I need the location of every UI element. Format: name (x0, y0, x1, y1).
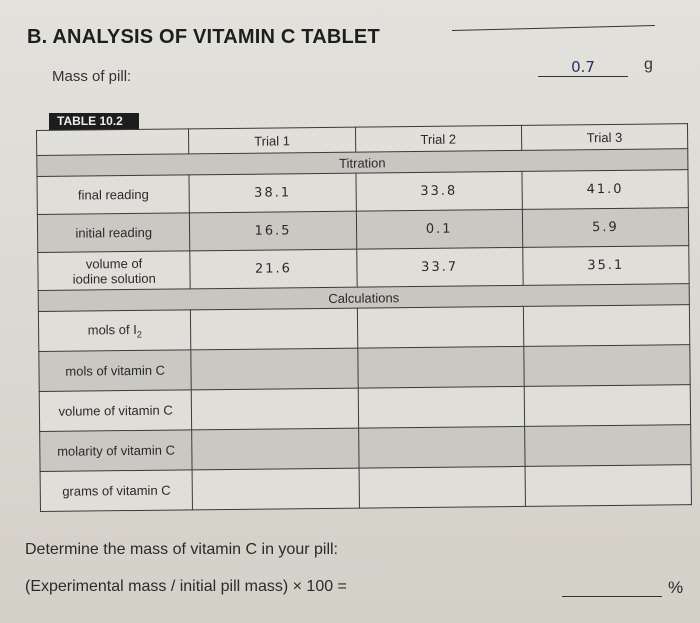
row-label-line2: iodine solution (72, 270, 156, 287)
mass-of-pill-label: Mass of pill: (52, 68, 132, 85)
cell-molarity-vitc-trial-1[interactable] (191, 428, 359, 470)
cell-volume-trial-1[interactable]: 21.6 (190, 249, 357, 289)
cell-mols-vitc-trial-3[interactable] (523, 344, 691, 387)
row-label: mols of I2 (38, 309, 192, 352)
table-row: grams of vitamin C (40, 464, 692, 512)
cell-grams-vitc-trial-3[interactable] (524, 464, 692, 507)
mass-of-pill-field[interactable]: 0.7 (538, 58, 628, 77)
data-table: Trial 1 Trial 2 Trial 3 Titration final … (36, 123, 692, 512)
question-mass-vitc: Determine the mass of vitamin C in your … (25, 541, 338, 558)
cell-mols-i2-trial-1[interactable] (190, 308, 358, 350)
title-underline (451, 25, 655, 31)
cell-mols-vitc-trial-2[interactable] (357, 346, 524, 389)
row-label-line1: volume of (85, 255, 143, 271)
cell-volume-vitc-trial-1[interactable] (191, 388, 359, 430)
table-row: volume of vitamin C (39, 384, 691, 432)
cell-grams-vitc-trial-2[interactable] (358, 466, 526, 509)
header-corner (36, 128, 190, 156)
cell-initial-trial-1[interactable]: 16.5 (189, 211, 357, 251)
percent-unit: % (668, 578, 684, 597)
cell-final-trial-3[interactable]: 41.0 (521, 169, 689, 210)
table-row: mols of I2 (38, 304, 690, 352)
cell-molarity-vitc-trial-2[interactable] (358, 426, 525, 469)
cell-volume-vitc-trial-3[interactable] (523, 384, 691, 427)
cell-final-trial-2[interactable]: 33.8 (355, 171, 523, 212)
row-label-subscript: 2 (136, 329, 142, 340)
cell-volume-trial-2[interactable]: 33.7 (356, 247, 523, 288)
cell-volume-trial-3[interactable]: 35.1 (522, 245, 690, 286)
row-label: volume of iodine solution (37, 250, 191, 291)
section-title: B. ANALYSIS OF VITAMIN C TABLET (27, 26, 380, 48)
row-label: final reading (36, 174, 190, 215)
header-trial-2: Trial 2 (355, 125, 522, 153)
question-percent-formula: (Experimental mass / initial pill mass) … (25, 578, 347, 595)
row-label: volume of vitamin C (39, 389, 192, 432)
row-label: molarity of vitamin C (39, 429, 193, 472)
row-label: mols of vitamin C (38, 349, 192, 392)
header-trial-1: Trial 1 (188, 127, 356, 154)
row-label: initial reading (37, 212, 191, 253)
cell-mols-i2-trial-2[interactable] (356, 306, 524, 349)
cell-molarity-vitc-trial-3[interactable] (524, 424, 692, 467)
header-trial-3: Trial 3 (521, 123, 688, 151)
cell-mols-i2-trial-3[interactable] (523, 304, 690, 347)
cell-initial-trial-3[interactable]: 5.9 (522, 207, 689, 248)
table-tag: TABLE 10.2 (49, 113, 139, 130)
percent-answer-field[interactable] (562, 596, 662, 597)
table-row: mols of vitamin C (38, 344, 691, 392)
table-row: molarity of vitamin C (39, 424, 692, 472)
cell-final-trial-1[interactable]: 38.1 (189, 173, 356, 213)
cell-grams-vitc-trial-1[interactable] (192, 468, 360, 510)
cell-initial-trial-2[interactable]: 0.1 (355, 209, 523, 250)
row-label-text: mols of I (87, 321, 137, 338)
cell-mols-vitc-trial-1[interactable] (191, 348, 358, 390)
mass-unit: g (644, 56, 653, 73)
row-label: grams of vitamin C (40, 469, 193, 512)
cell-volume-vitc-trial-2[interactable] (357, 386, 525, 429)
